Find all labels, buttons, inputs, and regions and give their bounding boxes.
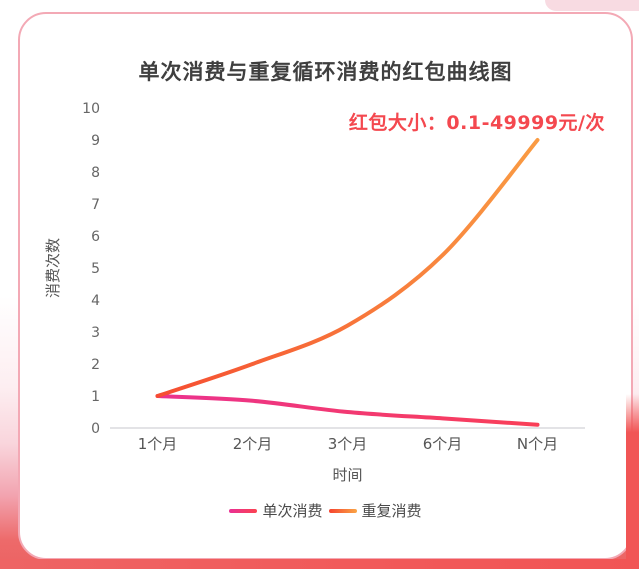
x-tick-label: N个月 [517, 435, 558, 453]
x-tick-label: 3个月 [328, 435, 368, 453]
y-tick-label: 2 [91, 357, 100, 373]
pink-blob-decoration [545, 0, 639, 11]
repeat-consumption-swatch [328, 508, 357, 513]
y-tick-label: 1 [91, 389, 100, 405]
single-consumption-swatch [229, 508, 258, 513]
y-tick-label: 10 [82, 101, 100, 117]
y-tick-label: 5 [91, 261, 100, 277]
x-tick-label: 1个月 [138, 435, 178, 453]
chart-title: 单次消费与重复循环消费的红包曲线图 [138, 60, 513, 84]
y-tick-label: 3 [91, 325, 100, 341]
chart-card: 单次消费与重复循环消费的红包曲线图 红包大小：0.1-49999元/次 0 1 2 3… [18, 12, 633, 560]
legend-item-single-consumption[interactable]: 单次消费 [229, 500, 323, 521]
y-tick-label: 0 [91, 421, 100, 437]
repeat-consumption-line [155, 138, 540, 398]
y-tick-label: 4 [91, 293, 100, 309]
red-ribbon-bottom-decoration [0, 559, 639, 569]
y-tick-label: 7 [91, 197, 100, 213]
chart-legend: 单次消费 重复消费 [20, 500, 631, 521]
y-tick-label: 8 [91, 165, 100, 181]
y-axis-title: 消费次数 [44, 238, 62, 298]
red-ribbon-right-decoration [626, 394, 639, 569]
legend-item-repeat-consumption[interactable]: 重复消费 [328, 500, 422, 521]
legend-label-repeat-consumption: 重复消费 [361, 502, 422, 520]
x-tick-label: 6个月 [423, 435, 463, 453]
x-axis-title: 时间 [332, 466, 362, 484]
x-tick-label: 2个月 [233, 435, 273, 453]
y-tick-label: 9 [91, 133, 100, 149]
single-consumption-line [155, 394, 540, 427]
red-packet-size-annotation: 红包大小：0.1-49999元/次 [348, 112, 605, 134]
y-tick-label: 6 [91, 229, 100, 245]
legend-label-single-consumption: 单次消费 [262, 502, 323, 520]
